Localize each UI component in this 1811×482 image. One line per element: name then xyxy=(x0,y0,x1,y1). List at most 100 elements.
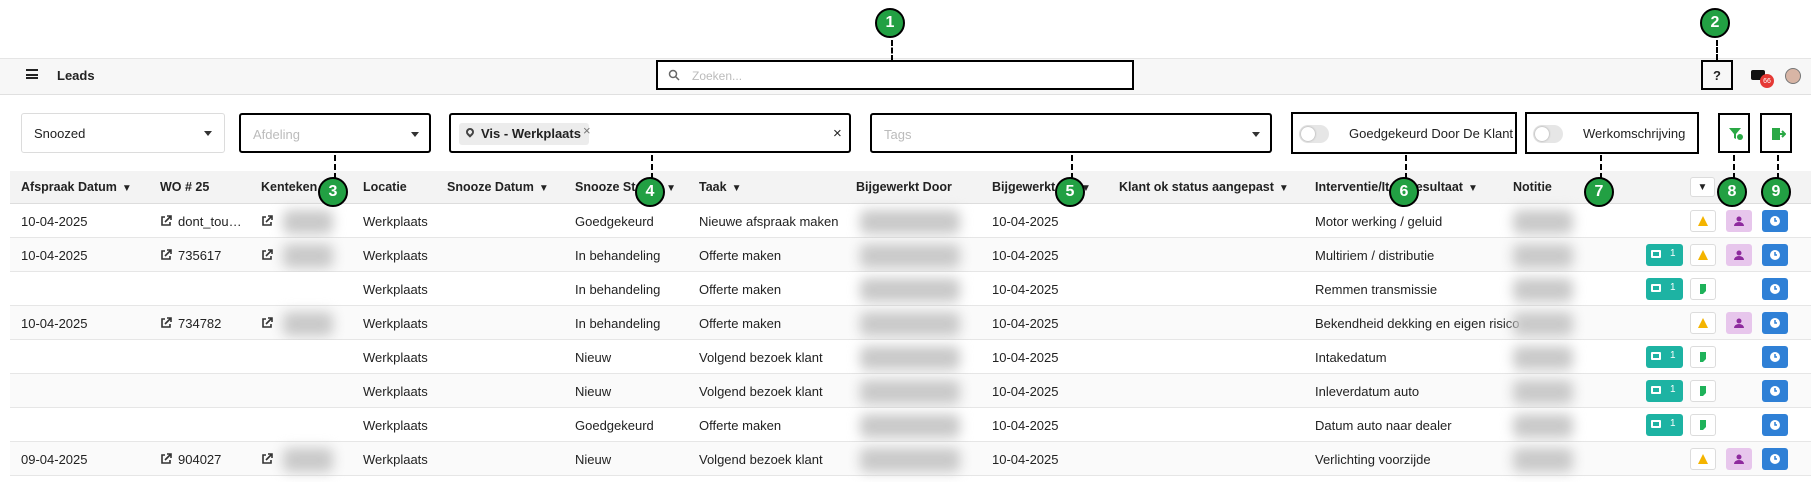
doc-button[interactable] xyxy=(1690,414,1716,436)
doc-button[interactable] xyxy=(1690,380,1716,402)
help-button[interactable]: ? xyxy=(1701,60,1733,90)
attachment-badge[interactable]: 1 xyxy=(1646,346,1683,368)
icon xyxy=(262,215,273,226)
chip-remove[interactable]: × xyxy=(583,123,591,138)
toggle-switch[interactable] xyxy=(1299,125,1329,143)
icon xyxy=(1700,352,1706,362)
export-button[interactable] xyxy=(1760,113,1792,153)
icon xyxy=(1770,216,1780,226)
afdeling-select[interactable]: Afdeling xyxy=(239,113,431,153)
table-cell: In behandeling xyxy=(575,316,661,331)
clear-button[interactable]: × xyxy=(833,125,842,142)
redacted-user xyxy=(860,210,960,234)
table-cell: Offerte maken xyxy=(699,418,782,433)
table-cell: Werkplaats xyxy=(363,316,428,331)
doc-button[interactable] xyxy=(1690,346,1716,368)
table-cell: Volgend bezoek klant xyxy=(699,384,823,399)
clock-button[interactable] xyxy=(1762,244,1788,266)
column-menu[interactable]: ▼ xyxy=(1690,177,1715,197)
table-cell: Goedgekeurd xyxy=(575,214,654,229)
toggle-switch[interactable] xyxy=(1533,125,1563,143)
table-cell: Volgend bezoek klant xyxy=(699,452,823,467)
table-cell: Remmen transmissie xyxy=(1315,282,1438,297)
table-header xyxy=(10,171,1811,204)
redacted-user xyxy=(860,380,960,404)
attachment-badge[interactable]: 1 xyxy=(1646,380,1683,402)
column-header[interactable]: Interventie/Item resultaat ▼ xyxy=(1315,180,1478,194)
icon xyxy=(1770,420,1780,430)
filter-icon: ▼ xyxy=(1081,183,1091,194)
clock-button[interactable] xyxy=(1762,278,1788,300)
warning-button[interactable] xyxy=(1690,210,1716,232)
table-cell: 10-04-2025 xyxy=(21,316,88,331)
filter-icon: ▼ xyxy=(1467,183,1478,194)
filter-icon: ▼ xyxy=(538,183,549,194)
column-header[interactable]: Klant ok status aangepast ▼ xyxy=(1119,180,1289,194)
redacted-note xyxy=(1513,380,1573,404)
clock-button[interactable] xyxy=(1762,448,1788,470)
table-cell: Offerte maken xyxy=(699,282,782,297)
status-select[interactable]: Snoozed xyxy=(21,113,225,153)
icon xyxy=(1770,318,1780,328)
clock-button[interactable] xyxy=(1762,346,1788,368)
clock-button[interactable] xyxy=(1762,210,1788,232)
table-cell: Offerte maken xyxy=(699,248,782,263)
person-button[interactable] xyxy=(1726,312,1752,334)
warning-button[interactable] xyxy=(1690,244,1716,266)
search-box[interactable]: Zoeken... xyxy=(656,60,1134,90)
column-header[interactable]: Locatie xyxy=(363,180,407,194)
callout: 7 xyxy=(1584,177,1614,207)
menu-button[interactable] xyxy=(26,69,38,79)
person-button[interactable] xyxy=(1726,210,1752,232)
attachment-badge[interactable]: 1 xyxy=(1646,244,1683,266)
icon xyxy=(1698,250,1708,260)
clock-button[interactable] xyxy=(1762,312,1788,334)
toggle-label: Goedgekeurd Door De Klant xyxy=(1349,126,1514,141)
column-header[interactable]: WO # 25 xyxy=(160,180,210,194)
callout-line xyxy=(1777,155,1779,179)
table-cell: 10-04-2025 xyxy=(992,384,1059,399)
dropdown-arrow xyxy=(204,131,212,136)
clock-button[interactable] xyxy=(1762,414,1788,436)
column-header[interactable]: Afspraak Datum ▼ xyxy=(21,180,132,194)
menu-line xyxy=(26,74,38,76)
icon xyxy=(1734,250,1744,260)
column-header[interactable]: Snooze Datum ▼ xyxy=(447,180,549,194)
warning-button[interactable] xyxy=(1690,312,1716,334)
column-header[interactable]: Bijgewerkt Door xyxy=(856,180,952,194)
tags-select[interactable]: Tags xyxy=(870,113,1272,153)
redacted-note xyxy=(1513,414,1573,438)
redacted-plate xyxy=(283,312,333,336)
redacted-note xyxy=(1513,244,1573,268)
callout-line xyxy=(1716,40,1718,60)
column-header[interactable]: Kenteken xyxy=(261,180,318,194)
warning-button[interactable] xyxy=(1690,448,1716,470)
table-cell: Volgend bezoek klant xyxy=(699,350,823,365)
icon xyxy=(161,249,172,260)
badge-icon xyxy=(1651,386,1661,394)
table-cell: 904027 xyxy=(178,452,222,467)
clock-button[interactable] xyxy=(1762,380,1788,402)
attachment-badge[interactable]: 1 xyxy=(1646,278,1683,300)
doc-button[interactable] xyxy=(1690,278,1716,300)
table-cell: 10-04-2025 xyxy=(21,248,88,263)
column-header[interactable]: Notitie xyxy=(1513,180,1552,194)
table-cell: Goedgekeurd xyxy=(575,418,654,433)
badge-icon xyxy=(1651,420,1661,428)
notification-icon[interactable] xyxy=(1751,70,1765,80)
icon xyxy=(262,453,273,464)
column-header[interactable]: Taak ▼ xyxy=(699,180,742,194)
locatie-select[interactable]: Vis - Werkplaats × × xyxy=(449,113,851,153)
person-button[interactable] xyxy=(1726,244,1752,266)
attachment-badge[interactable]: 1 xyxy=(1646,414,1683,436)
table-cell: Werkplaats xyxy=(363,418,428,433)
person-button[interactable] xyxy=(1726,448,1752,470)
link-icon xyxy=(160,453,172,468)
redacted-user xyxy=(860,448,960,472)
redacted-user xyxy=(860,278,960,302)
filter-button[interactable] xyxy=(1718,113,1750,153)
button-icon xyxy=(1770,127,1787,144)
table-cell: 735617 xyxy=(178,248,222,263)
avatar[interactable] xyxy=(1785,68,1801,84)
